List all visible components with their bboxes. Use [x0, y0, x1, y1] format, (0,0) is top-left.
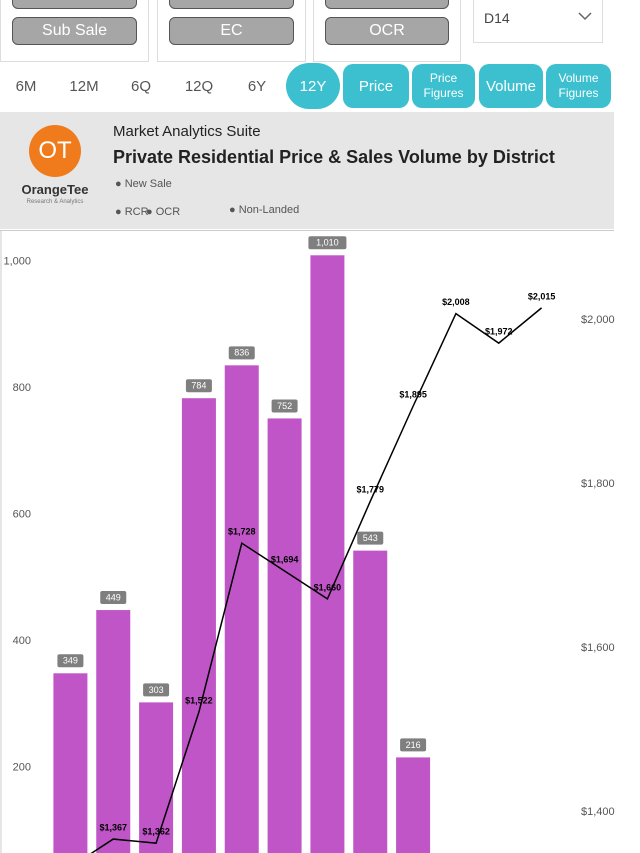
- data-label: $1,779: [356, 485, 384, 495]
- filter-card: Sub Sale: [0, 0, 149, 62]
- cut-button[interactable]: [169, 0, 294, 9]
- page-title: Private Residential Price & Sales Volume…: [113, 147, 555, 167]
- bar: [396, 757, 431, 853]
- legend-item: ● Non-Landed: [229, 204, 300, 216]
- data-label: $1,362: [142, 827, 170, 837]
- filter-button[interactable]: Sub Sale: [12, 17, 137, 45]
- dropdown[interactable]: D14: [473, 0, 603, 43]
- tab-active[interactable]: Price Figures: [412, 64, 475, 108]
- filter-button[interactable]: OCR: [325, 17, 449, 45]
- data-label: 784: [191, 381, 206, 391]
- legend-text: RCR: [124, 206, 149, 218]
- data-label: 543: [363, 533, 378, 543]
- filter-button[interactable]: EC: [169, 17, 294, 45]
- logo-mark: OT: [29, 125, 81, 177]
- suite-name: Market Analytics Suite: [113, 123, 261, 140]
- tab[interactable]: 6Q: [130, 77, 151, 95]
- data-label: $2,008: [442, 297, 470, 307]
- tab-active[interactable]: Volume: [479, 64, 543, 108]
- data-label: 752: [277, 401, 292, 411]
- bar: [96, 610, 131, 853]
- data-label: 349: [63, 656, 78, 666]
- tab[interactable]: 6Y: [247, 77, 267, 95]
- legend-item: ● OCR: [146, 206, 181, 218]
- data-label-box: [185, 379, 212, 393]
- bar: [224, 365, 259, 853]
- data-label: 836: [234, 348, 249, 358]
- line: [90, 307, 543, 853]
- legend-text: Non-Landed: [238, 204, 300, 216]
- data-label: $1,660: [314, 582, 342, 592]
- bar: [53, 673, 88, 853]
- bar: [310, 255, 345, 853]
- tab[interactable]: 12M: [69, 77, 99, 95]
- tab-active[interactable]: Volume Figures: [546, 64, 611, 108]
- dropdown-value: D14: [484, 10, 510, 26]
- tab[interactable]: 6M: [15, 77, 37, 95]
- legend-text: OCR: [155, 206, 181, 218]
- y2-tick-label: $1,600: [581, 642, 615, 654]
- data-label: $1,367: [99, 822, 127, 832]
- bar: [353, 550, 388, 853]
- data-label: $1,522: [185, 695, 213, 705]
- tab-active[interactable]: 12Y: [286, 63, 340, 109]
- y2-tick-label: $2,000: [581, 314, 615, 326]
- legend-text: New Sale: [124, 178, 172, 190]
- cut-button[interactable]: [325, 0, 449, 9]
- filter-card: EC: [157, 0, 306, 62]
- data-label-box: [308, 236, 347, 250]
- data-label: 303: [149, 685, 164, 695]
- logo-sub: Research & Analytics: [26, 199, 84, 205]
- y2-tick-label: $1,800: [581, 478, 615, 490]
- y-tick-label: 800: [13, 382, 31, 394]
- data-label-box: [228, 346, 255, 360]
- data-label-box: [400, 738, 427, 752]
- data-label: $1,728: [228, 527, 256, 537]
- legend-item: ● New Sale: [115, 178, 172, 190]
- data-label: $1,694: [271, 554, 299, 564]
- filter-card: OCR: [313, 0, 461, 62]
- chevron: [578, 12, 592, 21]
- logo-text: OrangeTee: [21, 182, 89, 197]
- y-tick-label: 1,000: [3, 256, 31, 268]
- data-label-box: [271, 399, 298, 413]
- header-panel: OT OrangeTee Research & Analytics Market…: [0, 112, 614, 229]
- data-label-box: [357, 531, 384, 545]
- bar: [267, 418, 302, 853]
- bar: [181, 398, 216, 853]
- data-label: 216: [406, 740, 421, 750]
- data-label: $1,972: [485, 327, 513, 337]
- data-label-box: [100, 591, 127, 605]
- data-label: 449: [106, 592, 121, 602]
- y-tick-label: 200: [13, 761, 31, 773]
- chart: 200 400 600 800 1,000 $1,400 $1,600 $1,800 $2,00…: [0, 230, 615, 853]
- legend-item: ● RCR: [115, 206, 149, 218]
- tab-active[interactable]: Price: [343, 64, 409, 108]
- data-label-box: [57, 654, 84, 668]
- data-label: $2,015: [528, 291, 556, 301]
- y-tick-label: 600: [13, 508, 31, 520]
- data-label: 1,010: [316, 238, 339, 248]
- y-tick-label: 400: [13, 635, 31, 647]
- y2-tick-label: $1,400: [581, 806, 615, 818]
- tab[interactable]: 12Q: [184, 77, 214, 95]
- data-label-box: [143, 683, 170, 697]
- data-label: $1,895: [399, 390, 427, 400]
- bar: [139, 702, 174, 853]
- cut-button[interactable]: [12, 0, 137, 9]
